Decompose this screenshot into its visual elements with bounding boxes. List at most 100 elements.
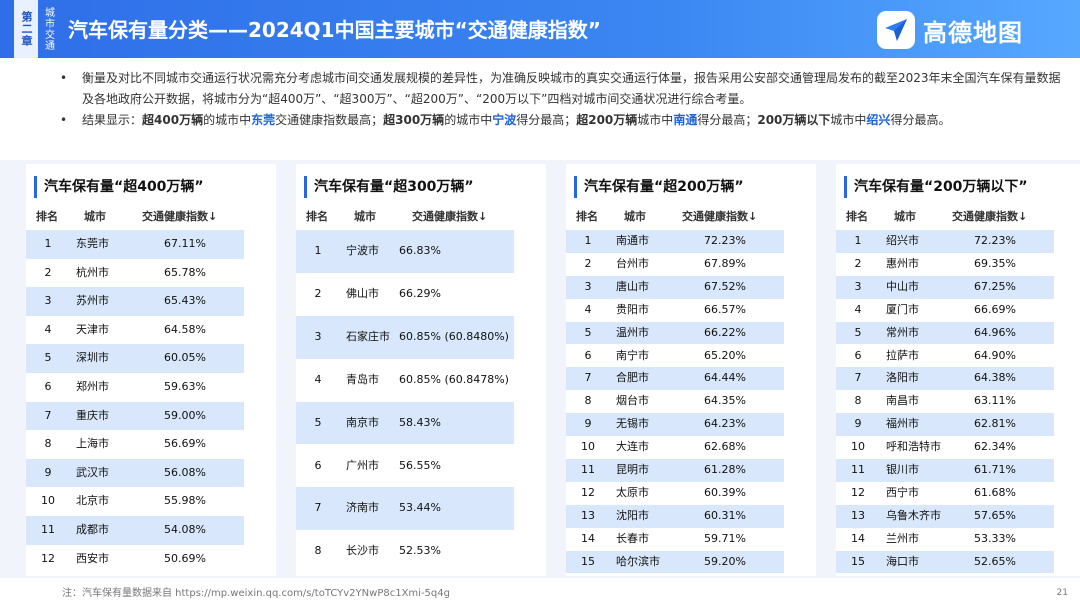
text-span: 得分最高；	[516, 113, 577, 127]
cell-index: 56.08%	[164, 465, 206, 479]
cell-city: 贵阳市	[616, 302, 649, 316]
cell-city: 长春市	[616, 531, 649, 545]
cell-index: 60.85% (60.8478%)	[399, 372, 509, 386]
cell-rank: 10	[851, 440, 865, 454]
cell-rank: 4	[314, 372, 322, 386]
note-1: • 衡量及对比不同城市交通运行状况需充分考虑城市间交通发展规模的差异性，为准确反…	[58, 68, 1068, 110]
cell-rank: 4	[854, 302, 862, 316]
cell-rank: 6	[314, 458, 322, 472]
cell-rank: 6	[584, 348, 592, 362]
text-span: 200万辆以下	[757, 113, 831, 127]
table-row: 7 重庆市 59.00%	[26, 401, 244, 431]
text-span: 得分最高；	[697, 113, 758, 127]
cell-city: 洛阳市	[886, 371, 919, 385]
cell-index: 65.20%	[704, 348, 746, 362]
panel-title: 汽车保有量“超200万辆”	[574, 174, 744, 200]
navigation-arrow-icon	[877, 11, 915, 49]
cell-rank: 2	[314, 286, 322, 300]
cell-index: 59.20%	[704, 554, 746, 568]
bullet: •	[60, 113, 68, 127]
table-row: 10 大连市 62.68%	[566, 436, 784, 459]
cell-index: 61.68%	[974, 485, 1016, 499]
chapter-tab: 第二章	[14, 0, 38, 58]
section-label: 城市交通	[42, 7, 54, 51]
cell-rank: 3	[314, 329, 322, 343]
cell-index: 59.00%	[164, 408, 206, 422]
chapter-label: 第二章	[20, 11, 33, 47]
table-row: 8 长沙市 52.53%	[296, 530, 514, 573]
cell-index: 64.90%	[974, 348, 1016, 362]
table-row: 6 郑州市 59.63%	[26, 373, 244, 402]
cell-city: 南昌市	[886, 394, 919, 408]
table-header: 排名 城市 交通健康指数↓	[574, 208, 808, 228]
header-city: 城市	[894, 210, 916, 223]
cell-rank: 5	[584, 325, 592, 339]
cell-index: 62.68%	[704, 440, 746, 454]
table-row: 9 福州市 62.81%	[836, 413, 1054, 437]
cell-index: 54.08%	[164, 523, 206, 536]
cell-city: 南京市	[346, 415, 379, 429]
table-header: 排名 城市 交通健康指数↓	[304, 208, 538, 228]
table-row: 4 厦门市 66.69%	[836, 299, 1054, 322]
highlight-city: 南通	[673, 113, 698, 127]
cell-rank: 15	[851, 554, 865, 568]
table-row: 9 无锡市 64.23%	[566, 413, 784, 437]
cell-city: 福州市	[886, 417, 919, 431]
table-row: 3 石家庄市 60.85% (60.8480%)	[296, 315, 514, 359]
cell-rank: 13	[851, 508, 865, 522]
cell-index: 61.28%	[704, 463, 746, 476]
table-row: 9 武汉市 56.08%	[26, 458, 244, 488]
page-number: 21	[1056, 588, 1068, 598]
cell-city: 大连市	[616, 440, 649, 454]
cell-city: 兰州市	[886, 531, 919, 545]
cell-index: 63.11%	[974, 394, 1016, 408]
cell-rank: 7	[854, 371, 862, 385]
cell-city: 台州市	[616, 256, 649, 270]
cell-city: 上海市	[76, 437, 109, 451]
cell-rank: 11	[851, 463, 865, 476]
cell-city: 郑州市	[76, 380, 109, 393]
cell-rank: 12	[41, 551, 55, 565]
cell-city: 惠州市	[886, 256, 919, 270]
highlight-city: 宁波	[492, 113, 517, 127]
cell-rank: 6	[854, 348, 862, 362]
cell-city: 合肥市	[616, 371, 649, 385]
cell-city: 深圳市	[76, 351, 109, 365]
cell-city: 石家庄市	[346, 329, 390, 343]
cell-index: 64.23%	[704, 417, 746, 431]
cell-rank: 8	[584, 394, 592, 408]
table-row: 8 南昌市 63.11%	[836, 390, 1054, 413]
cell-index: 67.89%	[704, 256, 746, 270]
cell-city: 东莞市	[76, 237, 109, 250]
cell-rank: 11	[581, 463, 595, 476]
note-2: • 结果显示：超400万辆的城市中东莞交通健康指数最高；超300万辆的城市中宁波…	[58, 110, 1068, 131]
table-row: 6 南宁市 65.20%	[566, 345, 784, 368]
cell-index: 53.33%	[974, 531, 1016, 545]
cell-rank: 14	[581, 531, 595, 545]
cell-city: 南通市	[616, 234, 649, 247]
panel-title: 汽车保有量“200万辆以下”	[844, 174, 1028, 200]
footnote: 注：汽车保有量数据来自 https://mp.weixin.qq.com/s/t…	[62, 588, 450, 599]
table-row: 2 台州市 67.89%	[566, 253, 784, 276]
summary-notes: • 衡量及对比不同城市交通运行状况需充分考虑城市间交通发展规模的差异性，为准确反…	[58, 68, 1068, 131]
cell-index: 56.69%	[164, 437, 206, 451]
text-span: 超300万辆	[383, 113, 445, 127]
cell-city: 西宁市	[886, 485, 919, 499]
text-span: 结果显示：	[82, 113, 143, 127]
text-span: 得分最高。	[890, 113, 951, 127]
cell-index: 67.52%	[704, 279, 746, 293]
table-row: 12 西安市 50.69%	[26, 545, 244, 574]
cell-city: 沈阳市	[616, 508, 649, 522]
cell-index: 65.78%	[164, 265, 206, 279]
cell-rank: 8	[44, 437, 52, 451]
cell-index: 62.34%	[974, 440, 1016, 454]
cell-city: 烟台市	[616, 394, 649, 408]
table-panel-under-2m: 汽车保有量“200万辆以下” 排名 城市 交通健康指数↓ 1 绍兴市 72.23% 2 惠州市 6…	[836, 164, 1080, 576]
cell-rank: 1	[314, 244, 322, 257]
header-city: 城市	[624, 210, 646, 223]
table-panel-over-4m: 汽车保有量“超400万辆” 排名 城市 交通健康指数↓ 1 东莞市 67.11% 2 杭州市 65…	[26, 164, 276, 576]
cell-city: 青岛市	[346, 372, 379, 386]
cell-index: 60.31%	[704, 508, 746, 522]
cell-city: 成都市	[76, 523, 109, 536]
table-row: 15 海口市 52.65%	[836, 550, 1054, 574]
